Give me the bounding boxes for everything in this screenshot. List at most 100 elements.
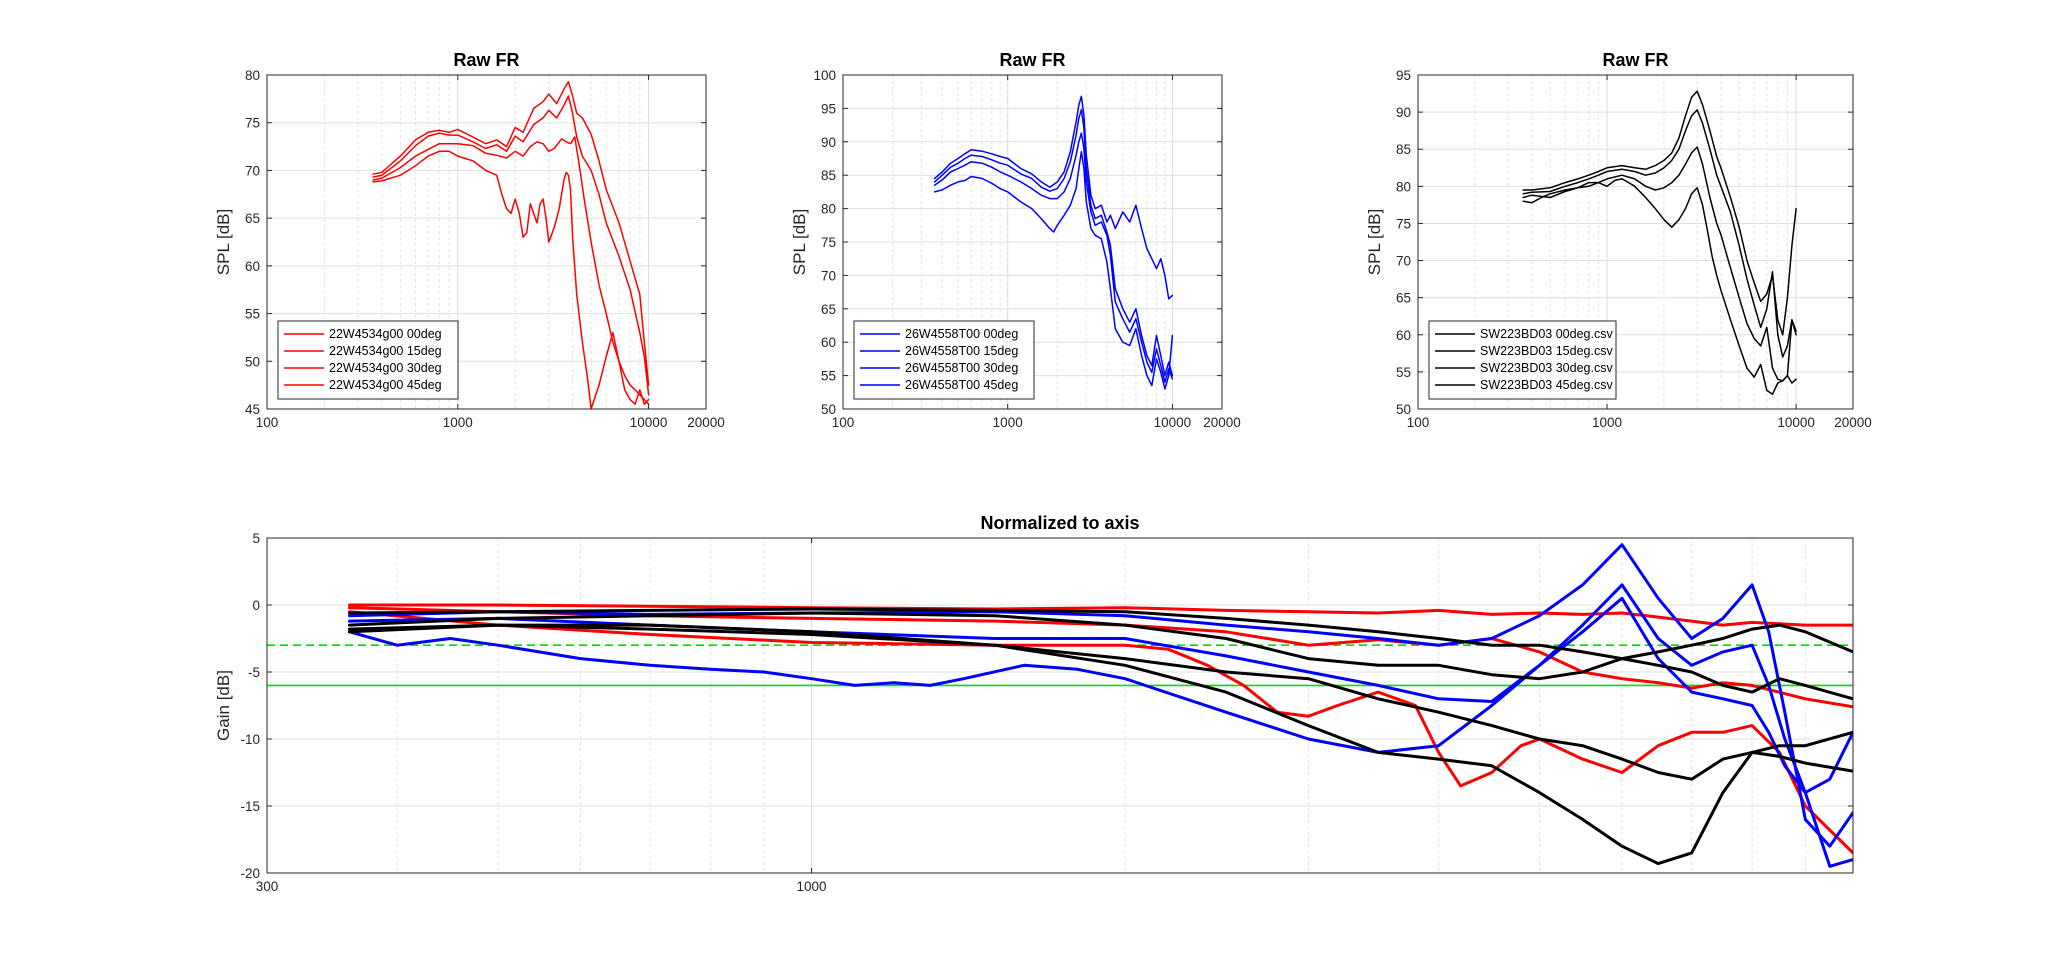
series-line-10 [348,607,1853,701]
legend-entry: 26W4558T00 45deg [905,378,1018,392]
series-line-4 [1522,178,1797,395]
series-line-2 [372,95,650,396]
y-tick-label: 90 [821,135,836,150]
y-tick-label: 55 [245,307,260,322]
y-tick-label: 50 [821,402,836,417]
chart-2: 100 1000 10000 20000 50 55 60 65 70 75 80 85 90 95 100… [790,50,1241,430]
legend: SW223BD03 00deg.csv SW223BD03 15deg.csv SW… [1428,320,1617,400]
y-tick-label: 95 [1396,68,1411,83]
y-tick-label: 70 [1396,254,1411,269]
x-tick-label: 1000 [993,415,1023,430]
chart-title: Raw FR [453,50,519,70]
legend-entry: 22W4534g00 00deg [329,327,442,341]
series-line-4 [933,151,1174,390]
legend-entry: 26W4558T00 00deg [905,327,1018,341]
chart-3: 100 1000 10000 20000 50 55 60 65 70 75 80 85 90 95 Raw… [1365,50,1872,430]
y-tick-label: 90 [1396,105,1411,120]
chart-4: 300 1000 -20 -15 -10 -5 0 5 Normalized to axis Ga… [214,513,1854,894]
axes-frame [266,74,707,410]
y-tick-label: 60 [1396,328,1411,343]
series-line-3 [1522,146,1797,382]
y-tick-label: 75 [245,116,260,131]
x-tick-label: 20000 [687,415,725,430]
series-group [372,80,650,409]
y-tick-label: 100 [813,68,836,83]
series-line-1 [372,80,650,386]
series-line-4 [372,150,650,409]
x-tick-label: 1000 [797,879,827,894]
x-tick-label: 300 [256,879,279,894]
y-tick-label: 55 [1396,365,1411,380]
x-tick-label: 1000 [1592,415,1622,430]
y-tick-label: 55 [821,369,836,384]
series-line-8 [348,623,1853,781]
y-tick-label: 0 [252,598,260,613]
legend-entry: 22W4534g00 15deg [329,344,442,358]
x-tick-label: 100 [832,415,855,430]
legend-entry: SW223BD03 00deg.csv [1480,327,1613,341]
x-tick-label: 10000 [630,415,668,430]
y-axis-label: SPL [dB] [790,209,809,275]
y-tick-label: -15 [240,799,260,814]
y-tick-label: 5 [252,531,260,546]
legend-entry: 22W4534g00 45deg [329,378,442,392]
y-axis-label: SPL [dB] [1365,209,1384,275]
y-tick-label: 65 [821,302,836,317]
series-group [348,543,1853,868]
series-line-2 [1522,109,1797,358]
y-tick-label: -5 [248,665,260,680]
axes-frame [266,537,1854,874]
series-line-3 [348,610,1853,855]
y-tick-label: 65 [1396,291,1411,306]
x-tick-label: 10000 [1777,415,1815,430]
series-line-2 [933,108,1174,377]
chart-1: 100 1000 10000 20000 45 50 55 60 65 70 75 80 Raw FR S… [214,50,725,430]
legend-entry: 26W4558T00 30deg [905,361,1018,375]
y-tick-label: 70 [821,268,836,283]
series-line-6 [348,596,1853,795]
chart-title: Normalized to axis [980,513,1139,533]
y-tick-label: -20 [240,866,260,881]
x-tick-label: 20000 [1203,415,1241,430]
y-tick-label: 50 [245,354,260,369]
series-line-1 [1522,90,1797,336]
y-axis-label: Gain [dB] [214,670,233,741]
chart-title: Raw FR [1602,50,1668,70]
y-tick-label: 75 [1396,216,1411,231]
y-tick-label: 65 [245,211,260,226]
y-tick-label: 80 [1396,179,1411,194]
series-group [1522,90,1797,395]
y-axis-label: SPL [dB] [214,209,233,275]
y-tick-label: 80 [821,202,836,217]
x-tick-label: 100 [1407,415,1430,430]
series-line-4 [348,543,1853,848]
y-tick-label: 70 [245,163,260,178]
y-tick-label: 50 [1396,402,1411,417]
axes-frame [1417,74,1854,410]
chart-title: Raw FR [999,50,1065,70]
y-tick-label: 60 [245,259,260,274]
series-line-9 [348,623,1853,866]
y-tick-label: 85 [1396,142,1411,157]
series-line-7 [348,611,1853,681]
y-tick-label: -10 [240,732,260,747]
legend: 26W4558T00 00deg 26W4558T00 15deg 26W4558T… [853,320,1035,400]
x-tick-label: 10000 [1154,415,1192,430]
x-tick-label: 1000 [443,415,473,430]
y-tick-label: 75 [821,235,836,250]
y-tick-label: 80 [245,68,260,83]
y-tick-label: 85 [821,168,836,183]
legend-entry: SW223BD03 15deg.csv [1480,344,1613,358]
series-line-3 [933,132,1174,384]
legend: 22W4534g00 00deg 22W4534g00 15deg 22W4534g… [277,320,459,400]
x-tick-label: 20000 [1834,415,1872,430]
x-tick-label: 100 [256,415,279,430]
legend-entry: 22W4534g00 30deg [329,361,442,375]
y-tick-label: 45 [245,402,260,417]
series-line-1 [933,95,1174,300]
legend-entry: SW223BD03 45deg.csv [1480,378,1613,392]
legend-entry: SW223BD03 30deg.csv [1480,361,1613,375]
plot-area [267,538,1853,873]
legend-entry: 26W4558T00 15deg [905,344,1018,358]
